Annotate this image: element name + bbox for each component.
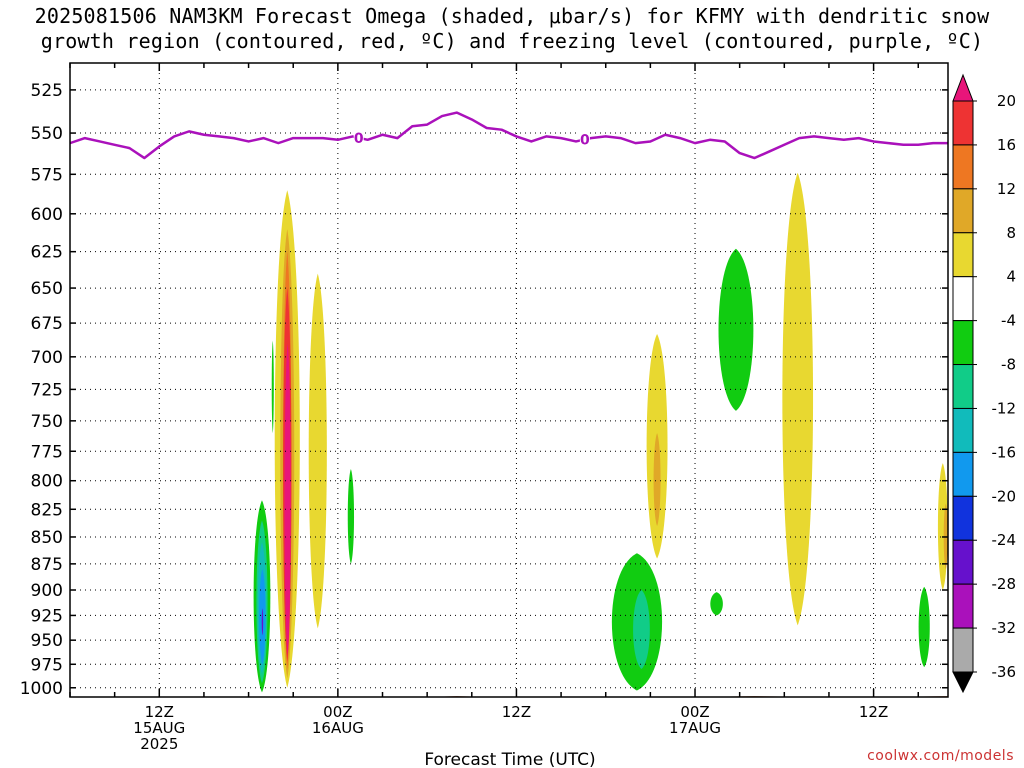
x-tick-label: 12Z (502, 703, 531, 721)
omega-region (347, 469, 355, 564)
omega-region (308, 273, 327, 629)
site-credit[interactable]: coolwx.com/models (867, 748, 1014, 764)
colorbar-legend: 20 16 12 8 4 -4 -8 -12 -16 -20 -24 -28 -32 -36 (952, 73, 1017, 694)
y-tick-label: 950 (31, 631, 63, 651)
omega-region (653, 433, 661, 526)
y-axis-pressure: 525 550 575 600 625 650 675 700 725 750 775 800 825 8… (20, 81, 948, 699)
colorbar-label: -20 (992, 487, 1017, 505)
y-tick-label: 875 (31, 555, 63, 575)
x-tick-label: 00Z (323, 703, 352, 721)
colorbar-label: -24 (992, 531, 1017, 549)
colorbar-label: 12 (997, 180, 1016, 198)
colorbar-swatch (952, 627, 974, 673)
colorbar-swatch (952, 407, 974, 453)
freezing-level-label: 0 (354, 131, 364, 147)
colorbar-label: 4 (1006, 268, 1016, 286)
y-tick-label: 625 (31, 243, 63, 263)
omega-region (782, 172, 814, 626)
omega-region (718, 248, 754, 411)
y-tick-label: 575 (31, 165, 63, 185)
chart-title: 2025081506 NAM3KM Forecast Omega (shaded… (0, 4, 1024, 54)
y-tick-label: 525 (31, 81, 63, 101)
omega-region (633, 590, 650, 670)
colorbar-swatch (952, 276, 974, 322)
colorbar-label: -12 (992, 399, 1017, 417)
colorbar-label: -4 (1001, 312, 1016, 330)
colorbar-swatch (952, 495, 974, 541)
y-tick-label: 800 (31, 472, 63, 492)
omega-region (918, 586, 930, 668)
y-tick-label: 650 (31, 279, 63, 299)
x-tick-label: 12Z (859, 703, 888, 721)
colorbar-swatch (952, 364, 974, 409)
x-tick-label: 2025 (140, 735, 178, 753)
colorbar-swatch (952, 144, 974, 190)
x-tick-label: 16AUG (312, 719, 364, 737)
freezing-level-label: 0 (580, 132, 590, 148)
chart-gridlines (70, 63, 948, 697)
y-tick-label: 600 (31, 205, 63, 225)
colorbar-label: -36 (992, 663, 1017, 681)
colorbar-label: 16 (997, 136, 1016, 154)
colorbar-swatch (952, 451, 974, 497)
omega-region (710, 592, 723, 616)
x-tick-label: 17AUG (669, 719, 721, 737)
y-tick-label: 925 (31, 606, 63, 626)
colorbar-label: -28 (992, 575, 1017, 593)
y-tick-label: 775 (31, 442, 63, 462)
y-tick-label: 550 (31, 124, 63, 144)
x-tick-label: 00Z (680, 703, 709, 721)
colorbar-top-arrow (952, 73, 974, 102)
x-axis-title: Forecast Time (UTC) (424, 750, 595, 768)
freezing-level-line (69, 111, 948, 160)
colorbar-label: -16 (992, 443, 1017, 461)
y-tick-label: 975 (31, 655, 63, 675)
colorbar-swatch (952, 188, 974, 234)
plot-frame (69, 62, 949, 698)
y-tick-label: 1000 (20, 679, 63, 699)
omega-shading (253, 172, 948, 693)
colorbar-swatch (952, 232, 974, 278)
contour-label-bg (353, 129, 364, 146)
contour-label-bg (579, 131, 590, 148)
colorbar-swatch (952, 100, 974, 146)
plot-border (69, 62, 949, 698)
colorbar-label: -32 (992, 619, 1017, 637)
y-tick-label: 900 (31, 581, 63, 601)
y-tick-label: 850 (31, 528, 63, 548)
x-tick-label: 12Z (145, 703, 174, 721)
y-tick-label: 750 (31, 412, 63, 432)
omega-region (271, 340, 274, 434)
colorbar-swatch (952, 583, 974, 629)
colorbar-label: 8 (1006, 224, 1016, 242)
chart-title-line-1: 2025081506 NAM3KM Forecast Omega (shaded… (34, 4, 990, 28)
colorbar-label: 20 (997, 92, 1016, 110)
y-tick-label: 700 (31, 348, 63, 368)
omega-region (284, 343, 291, 655)
y-tick-label: 675 (31, 314, 63, 334)
colorbar-bottom-arrow (952, 671, 974, 694)
colorbar-label: -8 (1001, 356, 1016, 374)
omega-region (261, 608, 264, 636)
x-tick-label: 15AUG (133, 719, 185, 737)
chart-title-line-2: growth region (contoured, red, ºC) and f… (40, 29, 984, 53)
y-tick-label: 825 (31, 500, 63, 520)
y-tick-label: 725 (31, 380, 63, 400)
colorbar-swatch (952, 539, 974, 585)
colorbar-swatch (952, 320, 974, 366)
